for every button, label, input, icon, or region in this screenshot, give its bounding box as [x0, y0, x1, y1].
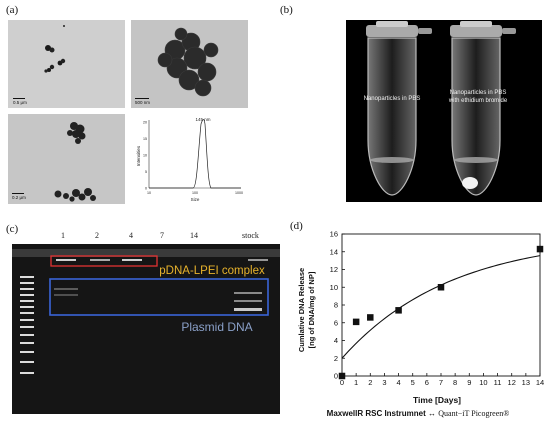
- lane-label-14: 14: [190, 231, 198, 240]
- x-tick-label: 1: [354, 378, 358, 387]
- tube-1: [366, 21, 432, 196]
- x-tick-label: 8: [453, 378, 457, 387]
- y-tick-label: 0: [334, 372, 338, 381]
- x-tick-label: 2: [368, 378, 372, 387]
- tem-particles-1: [44, 25, 66, 73]
- tem-image-3: 0.2 μm: [8, 114, 125, 204]
- dls-ytick-1: 5: [145, 170, 147, 174]
- tem-image-1: 0.5 μm: [8, 20, 125, 108]
- dna-ladder: [20, 276, 34, 374]
- x-tick-label: 9: [467, 378, 471, 387]
- y-tick-label: 2: [334, 354, 338, 363]
- data-point: [367, 314, 374, 321]
- y-tick-label: 14: [330, 247, 338, 256]
- x-tick-label: 4: [396, 378, 400, 387]
- tem-particles-2: [157, 27, 219, 97]
- panel-b-label: (b): [280, 4, 293, 16]
- y-tick-label: 10: [330, 283, 338, 292]
- x-tick-label: 14: [536, 378, 544, 387]
- panel-d-label: (d): [290, 220, 303, 232]
- plot-frame: [341, 233, 541, 377]
- tubes-drawing: Nanoparticles in PBS Nanoparticles in PB…: [364, 21, 516, 196]
- x-tick-label: 11: [494, 378, 502, 387]
- y-tick-label: 16: [330, 230, 338, 239]
- x-tick-label: 3: [382, 378, 386, 387]
- y-tick-label: 12: [330, 265, 338, 274]
- x-tick-label: 7: [439, 378, 443, 387]
- x-tick-label: 5: [411, 378, 415, 387]
- scale-label-3: 0.2 μm: [12, 195, 26, 200]
- data-point: [536, 245, 544, 253]
- lane-label-stock: stock: [242, 231, 259, 240]
- x-tick-label: 6: [425, 378, 429, 387]
- scale-label-2: 500 nm: [135, 100, 151, 105]
- dls-xtick-1: 100: [192, 191, 198, 195]
- plasmid-box: [49, 278, 269, 316]
- x-tick-label: 10: [479, 378, 487, 387]
- dls-ytick-3: 15: [143, 137, 147, 141]
- panel-a-label: (a): [6, 4, 19, 16]
- y-tick-label: 8: [334, 301, 338, 310]
- gel-image: pDNA-LPEI complex Plasmid DNA: [12, 244, 280, 414]
- data-point: [437, 284, 445, 291]
- dls-ylabel: Intensities: [136, 145, 141, 166]
- tube-photo: Nanoparticles in PBS Nanoparticles in PB…: [346, 20, 542, 202]
- dls-peak-label: 145 nm: [195, 117, 210, 122]
- tube-1-label: Nanoparticles in PBS: [364, 96, 421, 102]
- gel-drawing: pDNA-LPEI complex Plasmid DNA: [12, 249, 280, 374]
- x-tick-label: 13: [522, 378, 530, 387]
- y-axis-label-line2: [ng of DNA/mg of NP]: [307, 271, 316, 348]
- dls-ytick-0: 0: [145, 187, 147, 191]
- x-tick-label: 0: [340, 378, 344, 387]
- tube-2-label-line1: Nanoparticles in PBS: [450, 90, 507, 96]
- lane-label-4: 4: [129, 231, 133, 240]
- y-tick-label: 4: [334, 336, 338, 345]
- dls-xlabel: Size: [191, 197, 200, 202]
- data-point: [395, 307, 402, 314]
- panel-c-label: (c): [6, 223, 19, 235]
- y-tick-label: 6: [334, 318, 338, 327]
- caption-main: MaxwellR RSC Instrumnet ↔: [327, 409, 439, 418]
- fit-curve: [341, 255, 541, 359]
- plasmid-label: Plasmid DNA: [181, 320, 252, 334]
- dls-xtick-0: 10: [147, 191, 151, 195]
- dls-ytick-2: 10: [143, 154, 147, 158]
- scale-label-1: 0.5 μm: [13, 100, 27, 105]
- complex-label: pDNA-LPEI complex: [159, 265, 265, 277]
- lane-labels: 1 2 4 7 14 stock: [12, 231, 280, 244]
- dls-ytick-4: 20: [143, 121, 147, 125]
- tem-image-2: 500 nm: [131, 20, 248, 108]
- dls-histogram: 0 5 10 15 20 10 100 1000 Size Intensitie…: [131, 114, 248, 204]
- y-axis-label-line1: Cumlative DNA Release: [297, 268, 306, 352]
- dls-peak-curve: [149, 119, 241, 189]
- lane-label-7: 7: [160, 231, 164, 240]
- caption-tail: Quant−iT Picogreen®: [438, 409, 509, 418]
- tube-2-label-line2: with ethidium bromide: [448, 98, 508, 104]
- x-axis-label: Time [Days]: [413, 395, 461, 405]
- dls-xtick-2: 1000: [235, 191, 243, 195]
- tem-particles-3: [54, 122, 96, 202]
- x-tick-label: 12: [508, 378, 516, 387]
- lane-label-2: 2: [95, 231, 99, 240]
- lane-label-1: 1: [61, 231, 65, 240]
- chart-caption: MaxwellR RSC Instrumnet ↔ Quant−iT Picog…: [327, 409, 510, 418]
- complex-box: [50, 255, 158, 267]
- data-point: [338, 372, 346, 380]
- fluorescent-pellet: [462, 177, 478, 189]
- tube-2: [450, 21, 516, 196]
- data-point: [352, 318, 360, 326]
